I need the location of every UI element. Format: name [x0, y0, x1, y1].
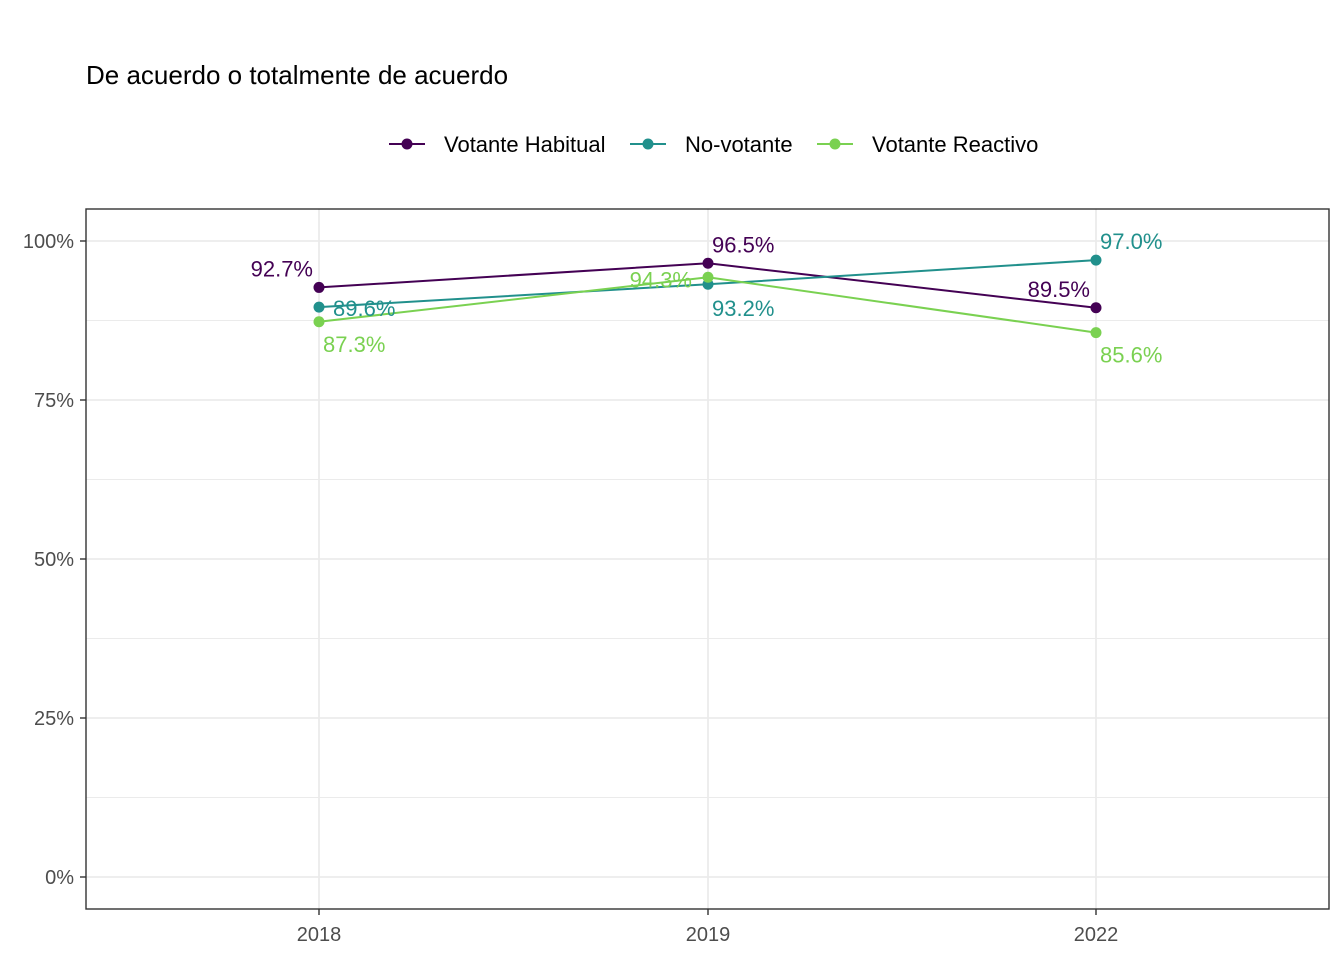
- data-label: 93.2%: [712, 296, 774, 321]
- legend-key-point: [401, 138, 413, 150]
- series-layer: [313, 254, 1102, 339]
- data-label: 92.7%: [251, 256, 313, 281]
- y-tick-label: 0%: [45, 867, 74, 889]
- data-labels: 92.7% 96.5% 89.5% 89.6% 93.2% 97.0% 87.3% 94.3%…: [251, 229, 1163, 368]
- series-votante-habitual: [313, 257, 1102, 314]
- grid: [86, 209, 1329, 909]
- series-votante-reactivo: [313, 271, 1102, 339]
- x-tick-label: 2019: [686, 924, 731, 946]
- legend-item-no-votante: No-votante: [630, 132, 793, 157]
- y-tick-label: 25%: [34, 708, 74, 730]
- legend-key-point: [642, 138, 654, 150]
- data-label: 89.6%: [333, 296, 395, 321]
- legend: Votante Habitual No-votante Votante Reacti…: [389, 132, 1038, 157]
- data-label: 97.0%: [1100, 229, 1162, 254]
- y-tick-label: 50%: [34, 549, 74, 571]
- x-tick-label: 2022: [1074, 924, 1119, 946]
- legend-item-votante-reactivo: Votante Reactivo: [817, 132, 1038, 157]
- data-point: [313, 316, 325, 328]
- chart-title: De acuerdo o totalmente de acuerdo: [86, 60, 508, 90]
- x-tick-label: 2018: [297, 924, 342, 946]
- legend-key-point: [829, 138, 841, 150]
- y-tick-label: 75%: [34, 390, 74, 412]
- legend-label: No-votante: [685, 132, 793, 157]
- data-label: 85.6%: [1100, 343, 1162, 368]
- y-tick-label: 100%: [23, 231, 74, 253]
- data-point: [313, 281, 325, 293]
- legend-label: Votante Reactivo: [872, 132, 1038, 157]
- data-point: [1090, 254, 1102, 266]
- legend-label: Votante Habitual: [444, 132, 605, 157]
- data-point: [1090, 302, 1102, 314]
- data-label: 94.3%: [630, 267, 692, 292]
- axes: 0% 25% 50% 75% 100% 2018 2019 2022: [23, 231, 1118, 946]
- data-label: 89.5%: [1028, 277, 1090, 302]
- data-point: [702, 257, 714, 269]
- legend-item-votante-habitual: Votante Habitual: [389, 132, 605, 157]
- data-point: [702, 271, 714, 283]
- data-label: 96.5%: [712, 232, 774, 257]
- data-label: 87.3%: [323, 332, 385, 357]
- data-point: [313, 301, 325, 313]
- data-point: [1090, 327, 1102, 339]
